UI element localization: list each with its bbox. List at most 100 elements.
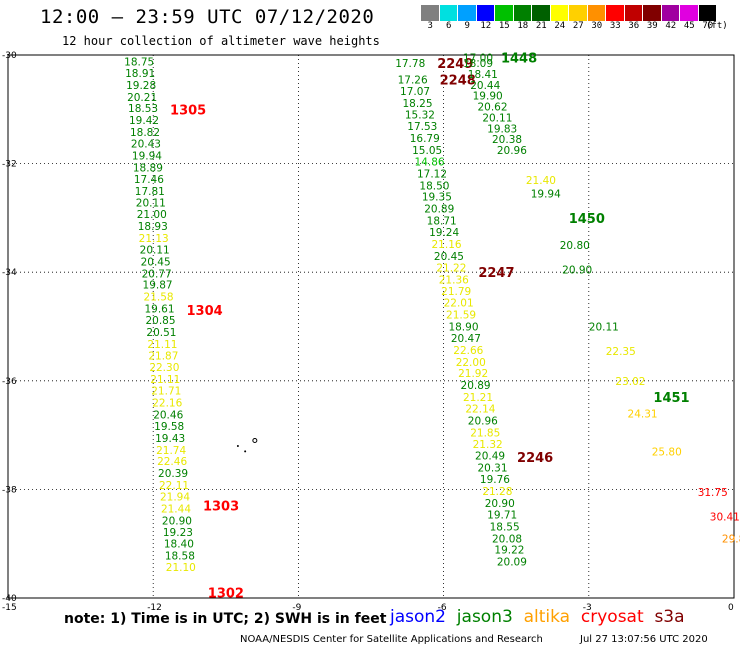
swh-value: 21.32 (473, 439, 503, 451)
swh-value: 19.43 (155, 433, 185, 445)
legend-item-altika: altika (523, 607, 581, 627)
swh-value: 21.85 (470, 427, 500, 439)
swh-value: 19.42 (129, 115, 159, 127)
swh-value: 18.75 (124, 57, 154, 69)
page-subtitle: 12 hour collection of altimeter wave hei… (62, 34, 380, 48)
swh-value: 21.00 (137, 209, 167, 221)
swh-value: 19.24 (429, 227, 459, 239)
lat-tick-label: -36 (2, 377, 17, 387)
swh-value: 20.47 (451, 333, 481, 345)
color-scale-label: 9 (464, 21, 470, 31)
swh-value: 19.58 (154, 421, 184, 433)
swh-value: 22.30 (149, 362, 179, 374)
lon-tick-label: -12 (147, 603, 162, 610)
swh-value: 22.00 (456, 357, 486, 369)
swh-value: 18.93 (138, 221, 168, 233)
color-scale-label: 21 (535, 21, 547, 31)
swh-value: 17.46 (134, 174, 164, 186)
swh-value: 20.96 (497, 145, 527, 157)
swh-value: 21.11 (147, 339, 177, 351)
lat-tick-label: -30 (2, 51, 17, 61)
color-scale-cell (624, 5, 643, 21)
color-scale-cell (587, 5, 606, 21)
color-scale-cell (661, 5, 680, 21)
swh-value: 20.11 (136, 198, 166, 210)
color-scale-cell (643, 5, 662, 21)
swh-value: 21.21 (463, 392, 493, 404)
pass-time-label: 2249 (437, 57, 473, 72)
color-scale-cell (698, 5, 717, 21)
island-marker (236, 444, 239, 447)
lat-tick-label: -40 (2, 594, 17, 604)
color-scale-label: 45 (683, 21, 695, 31)
lon-tick-label: -6 (438, 603, 447, 610)
credit-text: NOAA/NESDIS Center for Satellite Applica… (240, 634, 543, 645)
swh-value: 18.89 (133, 162, 163, 174)
swh-value: 20.43 (131, 139, 161, 151)
swh-value: 21.74 (156, 445, 186, 457)
swh-value: 21.36 (439, 274, 469, 286)
pass-time-label: 2246 (517, 451, 553, 466)
swh-value: 21.71 (151, 386, 181, 398)
lon-tick-label: 0 (728, 603, 734, 610)
swh-value: 20.90 (562, 264, 592, 276)
swh-value: 22.01 (444, 298, 474, 310)
swh-value: 20.96 (468, 415, 498, 427)
swh-value: 17.12 (417, 168, 447, 180)
swh-value: 20.08 (492, 533, 522, 545)
color-scale-label: 36 (628, 21, 640, 31)
swh-value: 17.78 (395, 58, 425, 70)
pass-time-label: 1305 (170, 103, 206, 118)
lat-tick-label: -38 (2, 485, 17, 495)
swh-value: 20.80 (560, 240, 590, 252)
lon-tick-label: -9 (292, 603, 301, 610)
pass-time-label: 1448 (501, 52, 537, 67)
page-title: 12:00 — 23:59 UTC 07/12/2020 (40, 6, 375, 28)
swh-value: 19.94 (132, 150, 162, 162)
swh-value: 19.83 (487, 123, 517, 135)
swh-value: 20.11 (589, 322, 619, 334)
swh-value: 21.59 (446, 310, 476, 322)
color-scale-unit: (ft) (706, 21, 728, 31)
legend-item-cryosat: cryosat (580, 607, 655, 627)
swh-value: 20.49 (475, 451, 505, 463)
swh-value: 20.11 (140, 244, 170, 256)
swh-value: 20.21 (127, 92, 157, 104)
swh-value: 19.28 (126, 80, 156, 92)
swh-value: 19.90 (473, 91, 503, 103)
swh-value: 19.87 (143, 280, 173, 292)
swh-value: 20.89 (461, 380, 491, 392)
swh-value: 20.39 (158, 468, 188, 480)
lat-tick-label: -32 (2, 160, 17, 170)
swh-value: 18.58 (165, 551, 195, 563)
swh-value: 19.35 (422, 192, 452, 204)
color-scale-label: 6 (446, 21, 452, 31)
color-scale-cell (439, 5, 458, 21)
lat-tick-label: -34 (2, 268, 17, 278)
pass-time-label: 2248 (440, 73, 476, 88)
swh-value: 21.16 (432, 239, 462, 251)
swh-value: 21.22 (436, 262, 466, 274)
color-scale-cell (532, 5, 551, 21)
swh-value: 19.76 (480, 474, 510, 486)
swh-value: 20.77 (142, 268, 172, 280)
color-scale-label: 39 (646, 21, 658, 31)
swh-value: 21.10 (166, 562, 196, 574)
swh-value: 31.75 (698, 487, 728, 499)
swh-value: 21.87 (148, 350, 178, 362)
color-scale-cell (606, 5, 625, 21)
swh-value: 15.05 (412, 145, 442, 157)
legend-item-jason3: jason3 (456, 607, 524, 627)
color-scale-label: 27 (572, 21, 584, 31)
swh-value: 16.79 (410, 133, 440, 145)
color-scale-label: 3 (427, 21, 433, 31)
swh-value: 21.40 (526, 175, 556, 187)
pass-time-label: 1451 (653, 391, 689, 406)
swh-value: 21.92 (458, 368, 488, 380)
swh-value: 22.14 (465, 403, 495, 415)
swh-value: 18.25 (402, 98, 432, 110)
pass-time-label: 2247 (478, 266, 514, 281)
pass-time-label: 1303 (203, 500, 239, 515)
swh-value: 22.11 (159, 480, 189, 492)
swh-value: 21.44 (161, 503, 191, 515)
